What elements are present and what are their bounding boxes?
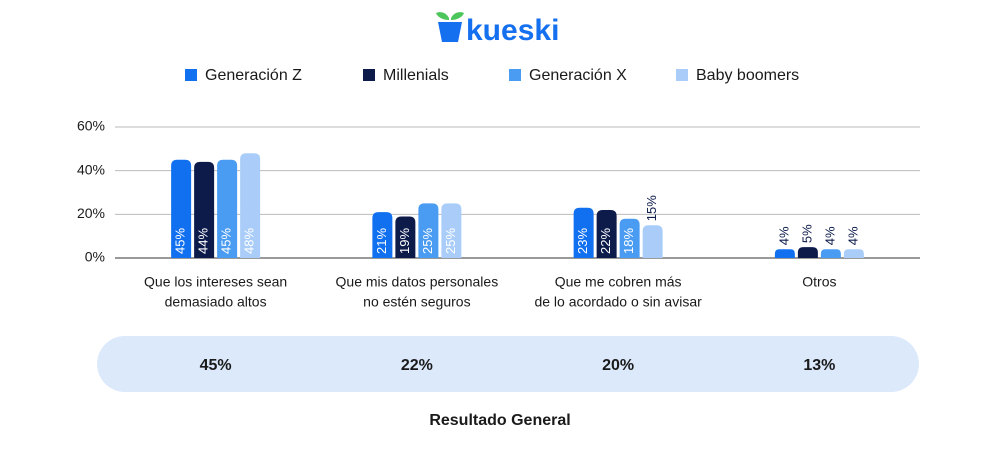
value-label: 22% — [598, 228, 613, 254]
x-tick-label: no estén seguros — [363, 294, 470, 310]
x-tick-label: Que mis datos personales — [336, 274, 499, 290]
bar — [843, 249, 864, 258]
value-label: 45% — [173, 228, 188, 254]
value-label: 19% — [397, 228, 412, 254]
value-label: 5% — [799, 224, 814, 243]
summary-label: Resultado General — [429, 412, 570, 429]
value-label: 25% — [420, 228, 435, 254]
bar — [240, 153, 261, 258]
bar — [171, 159, 192, 258]
value-label: 25% — [443, 228, 458, 254]
legend-label: Generación Z — [205, 67, 302, 84]
legend-swatch — [185, 69, 197, 81]
y-tick-label: 0% — [85, 249, 105, 265]
value-label: 4% — [822, 226, 837, 245]
bar — [194, 161, 215, 258]
brand: kueski — [466, 14, 559, 47]
bar — [642, 225, 663, 258]
bar — [619, 218, 640, 258]
summary-pill — [97, 336, 919, 392]
summary-value: 45% — [200, 357, 232, 374]
y-tick-label: 20% — [77, 205, 105, 221]
x-tick-label: demasiado altos — [165, 294, 267, 310]
value-label: 4% — [776, 226, 791, 245]
value-label: 21% — [374, 228, 389, 254]
bar — [441, 203, 462, 258]
value-label: 45% — [219, 228, 234, 254]
value-label: 48% — [242, 228, 257, 254]
x-tick-label: de lo acordado o sin avisar — [534, 294, 702, 310]
summary-value: 13% — [803, 357, 835, 374]
legend-label: Generación X — [529, 67, 627, 84]
value-label: 18% — [621, 228, 636, 254]
summary-value: 22% — [401, 357, 433, 374]
legend-swatch — [509, 69, 521, 81]
bar — [596, 209, 617, 258]
value-label: 4% — [845, 226, 860, 245]
x-tick-label: Otros — [802, 274, 836, 290]
value-label: 44% — [196, 228, 211, 254]
bar — [217, 159, 238, 258]
bar — [820, 249, 841, 258]
logo-icon — [436, 12, 464, 42]
x-tick-label: Que me cobren más — [555, 274, 682, 290]
value-label: 15% — [644, 195, 659, 221]
bar — [418, 203, 439, 258]
value-label: 23% — [575, 228, 590, 254]
bar — [797, 247, 818, 258]
legend-swatch — [676, 69, 688, 81]
legend-label: Baby boomers — [696, 67, 799, 84]
legend-swatch — [363, 69, 375, 81]
bar — [372, 212, 393, 258]
x-tick-label: Que los intereses sean — [144, 274, 287, 290]
summary-value: 20% — [602, 357, 634, 374]
y-tick-label: 40% — [77, 161, 105, 177]
bar — [774, 249, 795, 258]
y-tick-label: 60% — [77, 118, 105, 134]
bar — [395, 216, 416, 258]
bar — [573, 207, 594, 258]
legend-label: Millenials — [383, 67, 449, 84]
